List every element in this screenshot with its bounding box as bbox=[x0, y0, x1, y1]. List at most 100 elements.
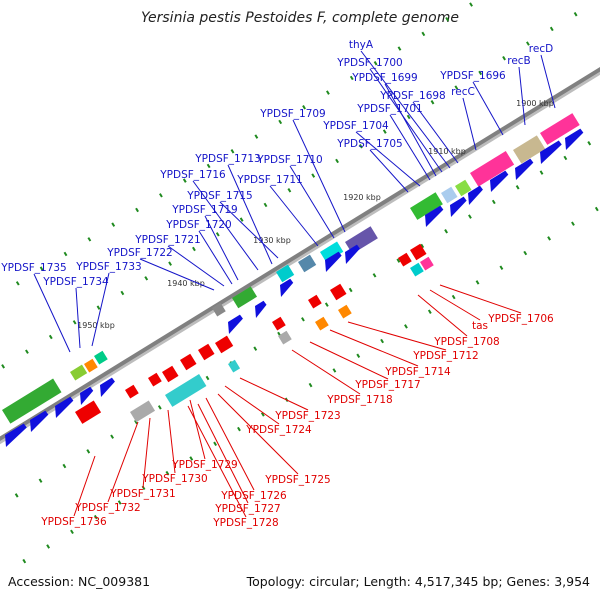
reverse-gene-leader bbox=[429, 289, 481, 321]
reverse-gene-label: YPDSF_1708 bbox=[433, 336, 500, 348]
reverse-tick bbox=[324, 302, 329, 307]
forward-gene-arrow bbox=[228, 314, 243, 334]
reverse-gene-label: YPDSF_1724 bbox=[245, 424, 312, 436]
forward-gene-label: YPDSF_1715 bbox=[186, 190, 253, 202]
forward-gene-leader bbox=[384, 83, 437, 177]
forward-gene-arrow bbox=[30, 410, 49, 432]
forward-gene-arrow bbox=[325, 251, 342, 272]
reverse-tick bbox=[46, 544, 51, 549]
forward-tick bbox=[215, 232, 220, 237]
forward-gene-block bbox=[320, 241, 344, 263]
reverse-tick bbox=[420, 243, 425, 249]
forward-tick bbox=[96, 305, 101, 310]
reverse-tick bbox=[587, 141, 592, 146]
reverse-tick bbox=[308, 382, 313, 388]
reverse-gene-block bbox=[179, 353, 197, 371]
forward-tick bbox=[349, 75, 354, 81]
reverse-tick bbox=[523, 250, 528, 256]
reverse-gene-label: YPDSF_1723 bbox=[274, 410, 341, 422]
reverse-gene-block bbox=[130, 400, 156, 423]
forward-gene-leader bbox=[139, 258, 215, 291]
forward-gene-leader bbox=[167, 245, 225, 287]
topology-text: Topology: circular; Length: 4,517,345 bp… bbox=[246, 574, 590, 589]
forward-gene-block bbox=[298, 254, 317, 273]
forward-gene-arrow bbox=[100, 377, 115, 397]
reverse-tick bbox=[22, 558, 27, 564]
reverse-gene-block bbox=[330, 283, 347, 301]
forward-tick bbox=[48, 334, 53, 340]
forward-gene-label: YPDSF_1716 bbox=[159, 169, 226, 181]
forward-gene-leader bbox=[360, 50, 451, 169]
forward-gene-block bbox=[441, 186, 458, 204]
forward-gene-leader bbox=[369, 68, 443, 173]
reverse-gene-block bbox=[147, 372, 162, 387]
forward-gene-arrow bbox=[80, 386, 94, 405]
forward-gene-leader bbox=[192, 180, 259, 271]
reverse-gene-leader bbox=[189, 399, 206, 460]
forward-gene-label: YPDSF_1735 bbox=[0, 262, 67, 274]
reverse-gene-leader bbox=[417, 294, 468, 337]
reverse-tick bbox=[213, 441, 218, 447]
forward-gene-label: YPDSF_1698 bbox=[379, 90, 446, 102]
reverse-tick bbox=[157, 405, 162, 410]
reverse-gene-block bbox=[272, 316, 286, 331]
reverse-gene-leader bbox=[197, 403, 249, 504]
forward-tick bbox=[359, 144, 363, 149]
reverse-tick bbox=[205, 375, 210, 381]
genome-title: Yersinia pestis Pestoides F, complete ge… bbox=[141, 10, 459, 26]
forward-tick bbox=[25, 349, 29, 354]
forward-gene-block bbox=[2, 378, 62, 424]
forward-tick bbox=[335, 158, 339, 164]
forward-tick bbox=[192, 246, 196, 252]
reverse-gene-label: YPDSF_1728 bbox=[212, 517, 279, 529]
forward-gene-label: YPDSF_1711 bbox=[236, 174, 303, 186]
forward-tick bbox=[239, 217, 244, 222]
reverse-gene-block bbox=[74, 400, 102, 424]
reverse-tick bbox=[427, 309, 432, 314]
reverse-tick bbox=[380, 338, 385, 344]
reverse-tick bbox=[451, 294, 456, 300]
forward-gene-arrow bbox=[345, 244, 360, 264]
reverse-gene-block bbox=[410, 243, 427, 261]
forward-tick bbox=[63, 251, 68, 257]
forward-gene-label: YPDSF_1722 bbox=[106, 247, 173, 259]
reverse-gene-leader bbox=[329, 329, 419, 367]
forward-gene-leader bbox=[389, 114, 431, 181]
forward-gene-label: YPDSF_1709 bbox=[259, 108, 326, 120]
reverse-gene-block bbox=[308, 294, 322, 309]
kbp-label: 1930 kbp bbox=[253, 236, 291, 245]
reverse-gene-label: YPDSF_1727 bbox=[214, 503, 281, 515]
reverse-gene-label: YPDSF_1712 bbox=[412, 350, 479, 362]
forward-gene-arrow bbox=[55, 396, 74, 418]
reverse-gene-label: YPDSF_1729 bbox=[171, 459, 238, 471]
forward-tick bbox=[254, 134, 259, 139]
reverse-tick bbox=[356, 353, 361, 358]
reverse-gene-label: YPDSF_1736 bbox=[40, 516, 107, 528]
forward-gene-leader bbox=[75, 287, 81, 349]
reverse-gene-block bbox=[215, 335, 234, 354]
forward-tick bbox=[278, 119, 283, 125]
forward-tick bbox=[302, 105, 306, 110]
reverse-gene-leader bbox=[309, 341, 389, 380]
forward-gene-block bbox=[212, 302, 226, 317]
reverse-gene-label: YPDSF_1732 bbox=[74, 502, 141, 514]
forward-gene-arrow bbox=[468, 185, 483, 205]
forward-tick bbox=[478, 70, 483, 76]
forward-tick bbox=[421, 31, 426, 37]
forward-gene-leader bbox=[227, 164, 273, 265]
reverse-tick bbox=[301, 317, 305, 322]
reverse-tick bbox=[70, 529, 74, 535]
forward-gene-label: YPDSF_1734 bbox=[42, 276, 109, 288]
forward-gene-leader bbox=[355, 131, 421, 187]
forward-gene-label: YPDSF_1704 bbox=[322, 120, 389, 132]
forward-tick bbox=[230, 149, 235, 154]
forward-gene-label: recB bbox=[507, 55, 531, 67]
forward-gene-label: YPDSF_1719 bbox=[171, 204, 238, 216]
reverse-tick bbox=[515, 185, 520, 190]
forward-tick bbox=[87, 237, 92, 242]
forward-tick bbox=[144, 276, 149, 281]
forward-tick bbox=[430, 100, 435, 105]
forward-gene-leader bbox=[412, 101, 459, 164]
reverse-gene-block bbox=[397, 252, 412, 267]
